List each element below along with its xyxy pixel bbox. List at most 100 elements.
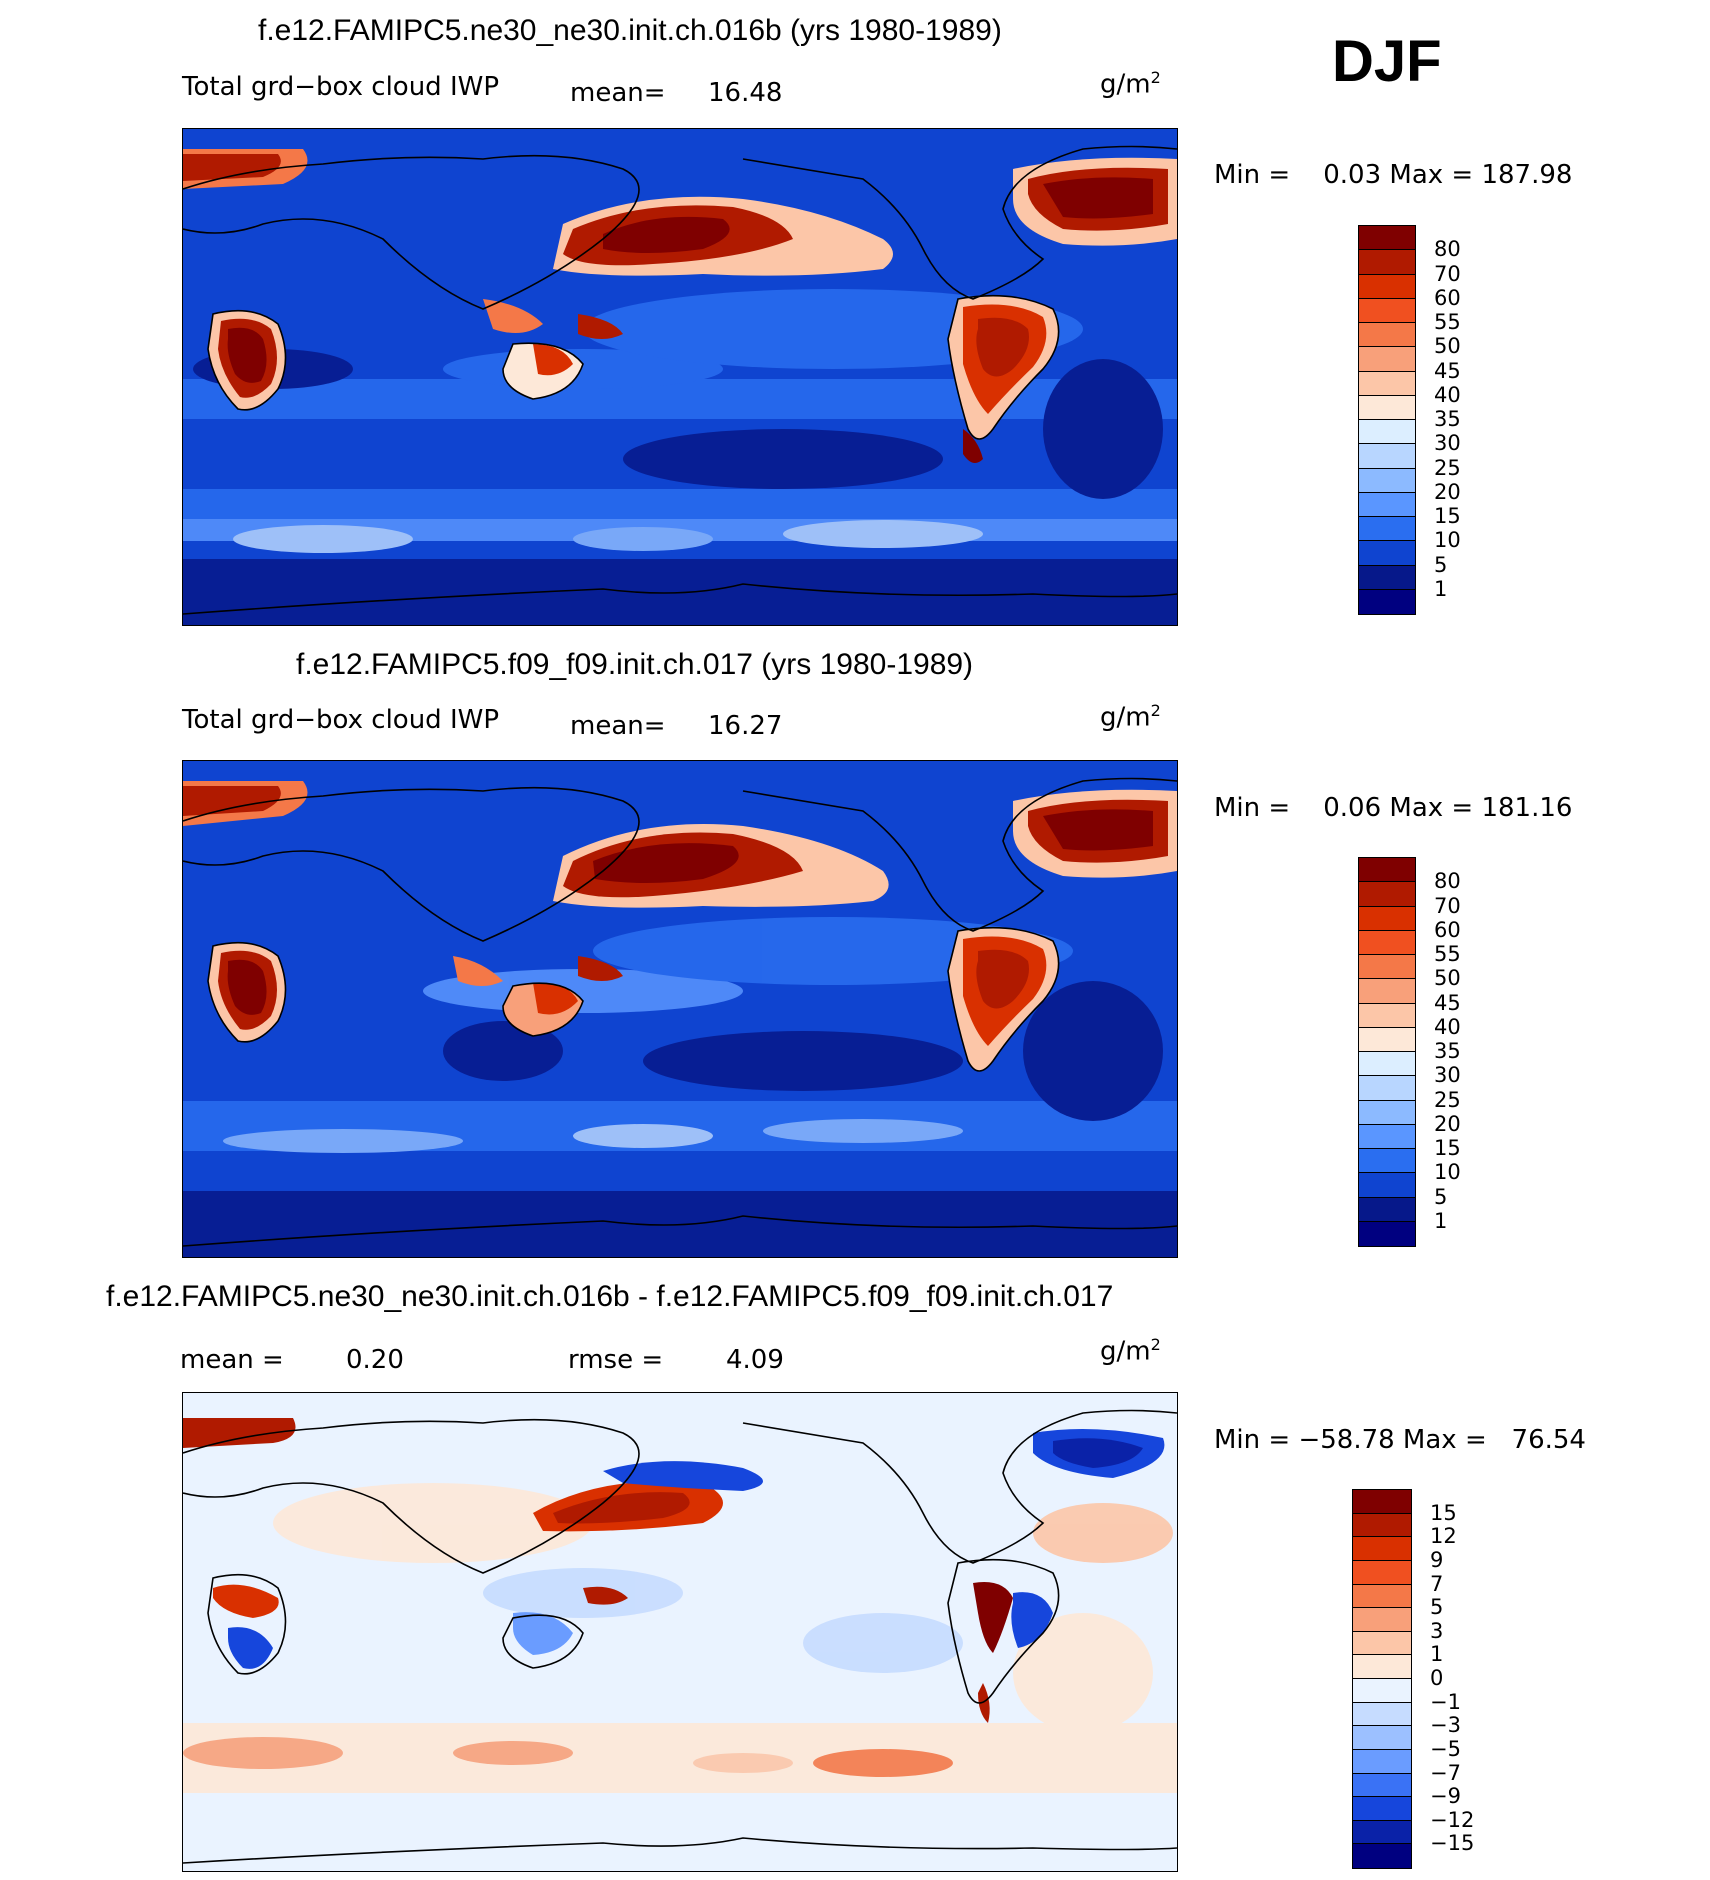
colorbar-tick-label: 0	[1430, 1666, 1444, 1690]
panel2-minmax: Min = 0.06 Max = 181.16	[1214, 793, 1573, 823]
colorbar-tick-label: 12	[1430, 1524, 1457, 1549]
colorbar-segment	[1359, 882, 1415, 907]
colorbar-tick-label: 45	[1434, 358, 1461, 383]
colorbar-segment	[1359, 979, 1415, 1004]
colorbar-tick-label: −15	[1430, 1831, 1475, 1856]
colorbar-segment	[1359, 1124, 1415, 1149]
colorbar-segment	[1359, 1173, 1415, 1198]
panel2-colorbar	[1358, 857, 1416, 1247]
colorbar-tick-label: 30	[1434, 431, 1461, 456]
colorbar-segment	[1353, 1679, 1411, 1703]
colorbar-segment	[1353, 1773, 1411, 1798]
colorbar-segment	[1359, 1003, 1415, 1028]
colorbar-tick-label: 70	[1434, 261, 1461, 286]
colorbar-segment	[1353, 1820, 1411, 1845]
diff-mean-value: 0.20	[346, 1345, 404, 1375]
panel2-mean-value: 16.27	[708, 711, 783, 741]
colorbar-segment	[1359, 565, 1415, 590]
colorbar-segment	[1359, 930, 1415, 955]
colorbar-segment	[1359, 250, 1415, 275]
colorbar-segment	[1359, 468, 1415, 493]
diff-units: g/m2	[1100, 1335, 1161, 1367]
colorbar-segment	[1359, 589, 1415, 614]
panel2-mean-label: mean=	[570, 711, 666, 741]
panel1-variable: Total grd−box cloud IWP	[182, 72, 500, 102]
colorbar-segment	[1359, 420, 1415, 445]
colorbar-tick-label: 55	[1434, 310, 1461, 334]
colorbar-tick-label: −9	[1430, 1784, 1461, 1809]
panel1-colorbar	[1358, 225, 1416, 615]
colorbar-tick-label: −5	[1430, 1736, 1461, 1761]
colorbar-segment	[1359, 371, 1415, 396]
colorbar-segment	[1359, 1052, 1415, 1077]
panel1-map-svg	[183, 129, 1177, 625]
colorbar-segment	[1359, 1197, 1415, 1222]
panel1-map	[182, 128, 1178, 626]
panel2-units: g/m2	[1100, 701, 1161, 733]
colorbar-segment	[1359, 541, 1415, 566]
colorbar-tick-label: 5	[1434, 552, 1448, 577]
colorbar-tick-label: 40	[1434, 382, 1461, 407]
colorbar-tick-label: 80	[1434, 869, 1461, 894]
colorbar-segment	[1353, 1513, 1411, 1538]
colorbar-segment	[1353, 1584, 1411, 1609]
colorbar-segment	[1359, 323, 1415, 348]
colorbar-segment	[1353, 1726, 1411, 1750]
colorbar-segment	[1359, 1149, 1415, 1174]
colorbar-segment	[1359, 347, 1415, 372]
colorbar-tick-label: 3	[1430, 1618, 1444, 1643]
diff-map	[182, 1392, 1178, 1872]
colorbar-tick-label: 1	[1434, 1208, 1448, 1233]
colorbar-segment	[1353, 1749, 1411, 1774]
panel1-units: g/m2	[1100, 68, 1161, 100]
colorbar-segment	[1353, 1631, 1411, 1656]
colorbar-segment	[1353, 1655, 1411, 1679]
colorbar-segment	[1359, 1100, 1415, 1125]
colorbar-segment	[1353, 1490, 1411, 1514]
colorbar-tick-label: 45	[1434, 990, 1461, 1015]
diff-rmse-value: 4.09	[726, 1345, 784, 1375]
colorbar-segment	[1359, 395, 1415, 420]
colorbar-tick-label: 50	[1434, 966, 1461, 991]
colorbar-tick-label: 1	[1434, 576, 1448, 601]
colorbar-tick-label: 9	[1430, 1547, 1444, 1572]
colorbar-tick-label: 15	[1434, 1136, 1461, 1160]
colorbar-tick-label: 5	[1434, 1184, 1448, 1209]
colorbar-tick-label: 30	[1434, 1063, 1461, 1088]
colorbar-tick-label: 10	[1434, 528, 1461, 553]
colorbar-segment	[1359, 444, 1415, 469]
colorbar-tick-label: 50	[1434, 334, 1461, 359]
colorbar-tick-label: 25	[1434, 1087, 1461, 1112]
colorbar-segment	[1359, 517, 1415, 542]
colorbar-tick-label: −1	[1430, 1689, 1461, 1714]
colorbar-segment	[1359, 858, 1415, 883]
colorbar-tick-label: 10	[1434, 1160, 1461, 1185]
colorbar-tick-label: 25	[1434, 455, 1461, 480]
season-label: DJF	[1332, 29, 1442, 94]
colorbar-tick-label: 80	[1434, 237, 1461, 262]
panel2-variable: Total grd−box cloud IWP	[182, 705, 500, 735]
colorbar-segment	[1359, 906, 1415, 931]
colorbar-tick-label: 15	[1430, 1500, 1457, 1525]
colorbar-segment	[1353, 1608, 1411, 1632]
colorbar-tick-label: 35	[1434, 1039, 1461, 1063]
colorbar-segment	[1359, 298, 1415, 323]
colorbar-tick-label: 60	[1434, 285, 1461, 310]
colorbar-segment	[1359, 274, 1415, 299]
colorbar-tick-label: 35	[1434, 407, 1461, 431]
colorbar-tick-label: 70	[1434, 893, 1461, 918]
colorbar-tick-label: −12	[1430, 1807, 1475, 1832]
panel2-map-svg	[183, 761, 1177, 1257]
colorbar-tick-label: −3	[1430, 1713, 1461, 1738]
colorbar-segment	[1359, 1221, 1415, 1246]
panel1-mean-label: mean=	[570, 78, 666, 108]
colorbar-segment	[1353, 1537, 1411, 1561]
colorbar-tick-label: 5	[1430, 1595, 1444, 1620]
colorbar-tick-label: 60	[1434, 917, 1461, 942]
colorbar-segment	[1353, 1702, 1411, 1727]
colorbar-tick-label: 55	[1434, 942, 1461, 966]
colorbar-segment	[1353, 1560, 1411, 1585]
colorbar-tick-label: 7	[1430, 1571, 1444, 1596]
diff-map-svg	[183, 1393, 1177, 1871]
diff-mean-label: mean =	[180, 1345, 284, 1375]
